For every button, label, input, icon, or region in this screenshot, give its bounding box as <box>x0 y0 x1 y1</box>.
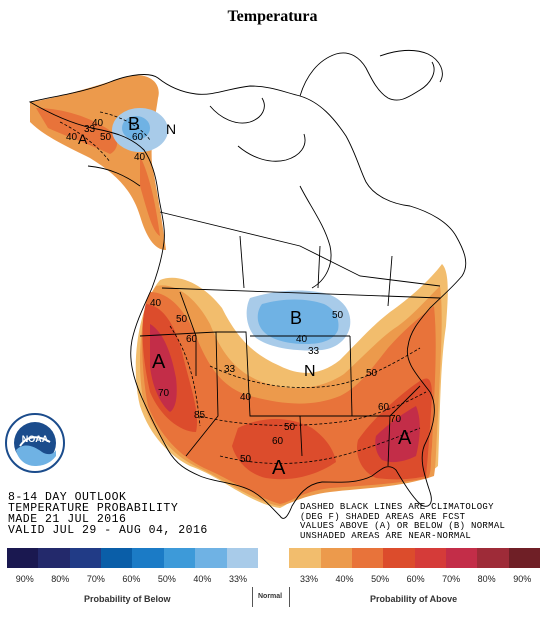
contour-label: 40 <box>66 132 78 143</box>
legend-label: 50% <box>157 574 176 584</box>
noaa-logo-text: NOAA <box>22 434 49 444</box>
legend-swatch <box>7 548 39 568</box>
alaska-above-outer <box>30 75 166 251</box>
legend-below-caption: Probability of Below <box>84 594 171 604</box>
label-b-midwest: B <box>290 308 302 328</box>
legend-swatch <box>477 548 509 568</box>
contour-label: 70 <box>390 414 402 425</box>
legend-label: 90% <box>15 574 34 584</box>
legend-label: 50% <box>371 574 390 584</box>
alaska-above-inner-2 <box>140 156 160 236</box>
contour-label: 60 <box>186 334 198 345</box>
alaska-above-inner <box>36 108 118 154</box>
legend-swatch <box>508 548 541 568</box>
label-a-south: A <box>272 457 286 479</box>
outlook-notes: DASHED BLACK LINES ARE CLIMATOLOGY (DEG … <box>300 502 506 541</box>
legend-swatch <box>38 548 70 568</box>
legend-swatch <box>351 548 384 568</box>
label-n-midwest: N <box>304 363 316 380</box>
legend-label: 60% <box>122 574 141 584</box>
contour-label: 50 <box>240 454 252 465</box>
legend-color-bar <box>7 548 541 568</box>
contour-label: 40 <box>240 392 252 403</box>
contour-label: 70 <box>158 388 170 399</box>
info-line: TEMPERATURE PROBABILITY <box>8 502 179 515</box>
climatology-dashed-lines <box>59 111 427 464</box>
legend-swatch <box>101 548 133 568</box>
note-line: (DEG F) SHADED AREAS ARE FCST <box>300 511 466 522</box>
contour-label: 50 <box>366 368 378 379</box>
info-line: 8-14 DAY OUTLOOK <box>8 491 127 504</box>
legend-label: 70% <box>442 574 461 584</box>
legend-label: 33% <box>228 574 247 584</box>
contour-label: 50 <box>100 132 112 143</box>
contour-label: 50 <box>332 310 344 321</box>
legend-swatch <box>195 548 227 568</box>
contour-label: 85 <box>194 410 206 421</box>
contour-label: 60 <box>272 436 284 447</box>
contour-label: 40 <box>92 118 104 129</box>
contour-label: 40 <box>296 334 308 345</box>
contour-label: 33 <box>224 364 236 375</box>
legend-above-caption: Probability of Above <box>370 594 458 604</box>
contour-label: 50 <box>176 314 188 325</box>
note-line: VALUES ABOVE (A) OR BELOW (B) NORMAL <box>300 521 506 531</box>
legend-swatch <box>414 548 447 568</box>
contour-label: 33 <box>308 346 320 357</box>
legend-swatch <box>69 548 102 568</box>
legend-label: 40% <box>335 574 354 584</box>
legend-swatch <box>383 548 415 568</box>
info-line: VALID JUL 29 - AUG 04, 2016 <box>8 524 208 537</box>
label-a-alaska: A <box>78 131 88 147</box>
legend-label: 80% <box>477 574 496 584</box>
note-line: UNSHADED AREAS ARE NEAR-NORMAL <box>300 530 472 541</box>
legend-swatch <box>320 548 352 568</box>
legend-label: 90% <box>513 574 532 584</box>
label-b-alaska: B <box>128 114 140 134</box>
legend-swatch <box>163 548 196 568</box>
contour-label: 40 <box>150 298 162 309</box>
note-line: DASHED BLACK LINES ARE CLIMATOLOGY <box>300 502 494 512</box>
legend-label: 33% <box>300 574 319 584</box>
legend-label <box>256 574 292 584</box>
outlook-info: 8-14 DAY OUTLOOK TEMPERATURE PROBABILITY… <box>8 491 208 537</box>
legend-swatch <box>257 548 290 568</box>
contour-label: 33 <box>84 124 96 135</box>
legend-normal-caption: Normal <box>258 593 283 600</box>
midwest-below-40 <box>257 299 339 344</box>
contour-label: 50 <box>284 422 296 433</box>
legend-label: 40% <box>193 574 212 584</box>
region-letters: A A A A B B N N <box>78 114 412 479</box>
legend-swatch <box>226 548 258 568</box>
legend-swatch <box>289 548 321 568</box>
contour-label: 60 <box>132 132 144 143</box>
label-a-west: A <box>152 351 166 373</box>
legend-label: 80% <box>51 574 70 584</box>
noaa-logo: NOAA <box>5 413 65 473</box>
label-a-southeast: A <box>398 427 412 449</box>
label-n-alaska: N <box>166 121 176 137</box>
conus-above-60 <box>142 304 432 480</box>
map-title: Temperatura <box>227 8 318 25</box>
contour-label: 40 <box>134 152 146 163</box>
contour-values: 40 50 60 70 85 33 40 50 60 50 40 33 50 6… <box>66 118 402 465</box>
legend-label: 70% <box>86 574 105 584</box>
legend-swatch <box>132 548 164 568</box>
legend-normal-bracket <box>252 587 290 607</box>
info-line: MADE 21 JUL 2016 <box>8 513 127 526</box>
legend-swatch <box>446 548 478 568</box>
legend-label: 60% <box>406 574 425 584</box>
legend-labels: 90% 80% 70% 60% 50% 40% 33% 33% 40% 50% 60% 70% 80% 9… <box>7 574 540 584</box>
coastline-outline <box>28 49 467 519</box>
contour-label: 60 <box>378 402 390 413</box>
conus-above-70 <box>150 324 420 463</box>
outlook-map: A A A A B B N N 40 50 60 70 85 33 40 50 … <box>28 49 467 519</box>
